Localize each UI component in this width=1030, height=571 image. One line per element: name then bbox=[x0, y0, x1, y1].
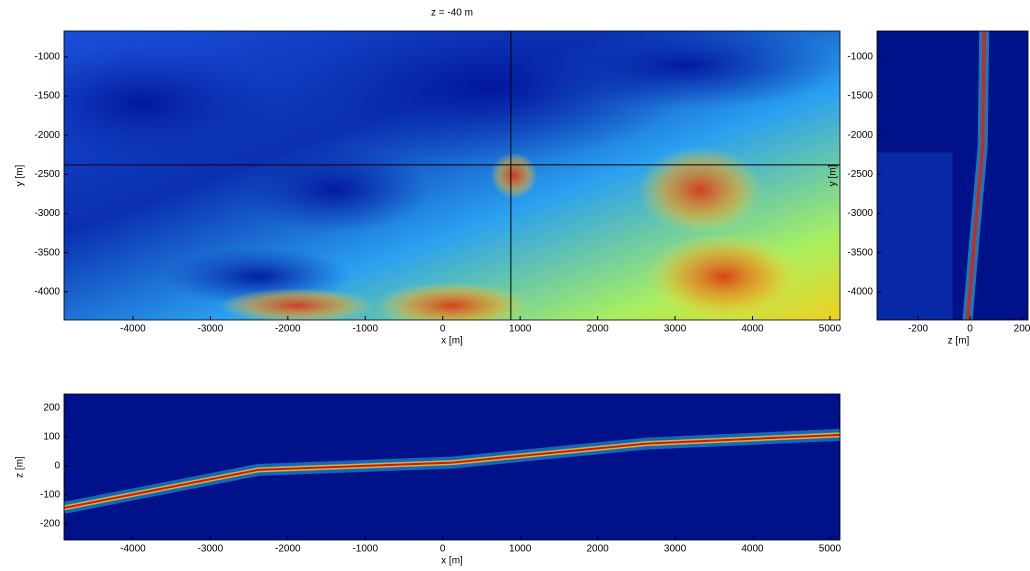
image bbox=[64, 394, 840, 540]
y-tick-label: -3000 bbox=[847, 208, 873, 219]
x-tick-label: -4000 bbox=[120, 544, 146, 555]
image bbox=[64, 31, 840, 320]
image-region bbox=[646, 233, 802, 320]
y-tick-label: -2500 bbox=[847, 169, 873, 180]
y-tick-label: 0 bbox=[54, 461, 60, 472]
x-tick-label: -2000 bbox=[275, 324, 301, 335]
y-tick-label: -1000 bbox=[34, 51, 60, 62]
x-tick-label: -200 bbox=[908, 324, 928, 335]
x-tick-label: -3000 bbox=[198, 544, 224, 555]
x-axis-label: z [m] bbox=[948, 336, 970, 347]
y-axis-label: y [m] bbox=[828, 164, 839, 186]
x-tick-label: 2000 bbox=[586, 544, 609, 555]
y-tick-label: -3000 bbox=[34, 208, 60, 219]
x-tick-label: 2000 bbox=[586, 324, 609, 335]
x-tick-label: -1000 bbox=[352, 324, 378, 335]
image-region bbox=[490, 152, 538, 199]
x-tick-label: -1000 bbox=[352, 544, 378, 555]
axes-box bbox=[876, 30, 1029, 321]
y-tick-label: -200 bbox=[40, 519, 60, 530]
y-tick-label: -2000 bbox=[847, 130, 873, 141]
x-tick-label: 0 bbox=[967, 324, 973, 335]
y-tick-label: 200 bbox=[43, 403, 60, 414]
x-tick-label: 1000 bbox=[509, 324, 532, 335]
image-region bbox=[529, 31, 840, 110]
y-tick-label: -4000 bbox=[34, 286, 60, 297]
y-tick-label: -1000 bbox=[847, 51, 873, 62]
y-tick-label: -1500 bbox=[34, 91, 60, 102]
image-region bbox=[374, 282, 530, 320]
image-region bbox=[64, 45, 282, 162]
image-background bbox=[64, 394, 840, 540]
panel: -4000 -3000 -2000 -1000 0 1000 2000 3000 4000 500… bbox=[15, 393, 842, 567]
x-tick-label: 5000 bbox=[819, 544, 842, 555]
x-tick-label: 1000 bbox=[509, 544, 532, 555]
x-tick-label: 0 bbox=[440, 324, 446, 335]
y-tick-label: -1500 bbox=[847, 91, 873, 102]
y-tick-label: 100 bbox=[43, 432, 60, 443]
axes-box bbox=[63, 393, 841, 541]
y-axis-label: z [m] bbox=[15, 456, 26, 478]
image-region bbox=[219, 288, 375, 320]
chart-title: z = -40 m bbox=[431, 8, 473, 19]
x-tick-label: 3000 bbox=[664, 324, 687, 335]
image-ridge bbox=[966, 31, 986, 320]
y-tick-label: -100 bbox=[40, 490, 60, 501]
x-axis-label: x [m] bbox=[441, 336, 463, 347]
y-tick-label: -2000 bbox=[34, 130, 60, 141]
x-tick-label: 200 bbox=[1014, 324, 1030, 335]
panel: -4000 -3000 -2000 -1000 0 1000 2000 3000 4000 500… bbox=[15, 8, 842, 347]
x-tick-label: 4000 bbox=[741, 544, 764, 555]
y-tick-label: -4000 bbox=[847, 286, 873, 297]
x-axis-label: x [m] bbox=[441, 556, 463, 567]
image-region bbox=[242, 146, 429, 234]
x-tick-label: 4000 bbox=[741, 324, 764, 335]
axes-box bbox=[63, 30, 841, 321]
image-ridge bbox=[64, 433, 840, 509]
x-tick-label: 0 bbox=[440, 544, 446, 555]
x-tick-label: 5000 bbox=[819, 324, 842, 335]
x-tick-label: -2000 bbox=[275, 544, 301, 555]
image bbox=[877, 31, 1028, 320]
y-axis-label: y [m] bbox=[15, 164, 26, 186]
y-tick-label: -3500 bbox=[34, 247, 60, 258]
x-tick-label: 3000 bbox=[664, 544, 687, 555]
image-region bbox=[638, 146, 763, 234]
y-tick-label: -3500 bbox=[847, 247, 873, 258]
panel: -200 0 200-4000-3500-3000-2500-2000-1500-1… bbox=[828, 30, 1030, 347]
x-tick-label: -3000 bbox=[198, 324, 224, 335]
x-tick-label: -4000 bbox=[120, 324, 146, 335]
image-region bbox=[877, 152, 953, 320]
y-tick-label: -2500 bbox=[34, 169, 60, 180]
